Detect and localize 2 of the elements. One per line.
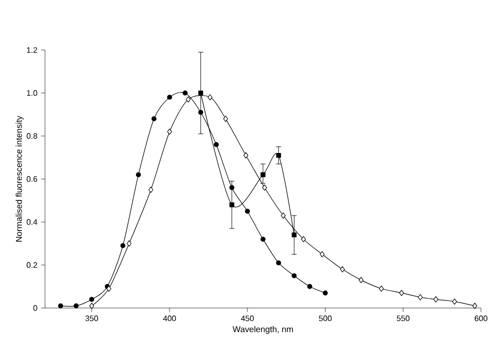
y-axis-title: Normalised fluorescence intensity (16, 116, 24, 242)
x-axis-title: Wavelength, nm (232, 326, 293, 334)
